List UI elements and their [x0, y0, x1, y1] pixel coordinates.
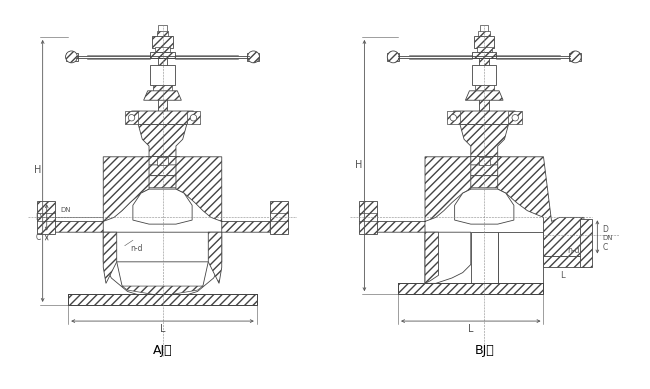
Text: H: H: [34, 165, 41, 175]
Bar: [508, 111, 522, 124]
Circle shape: [248, 51, 259, 63]
Bar: [478, 31, 490, 37]
Text: C: C: [36, 233, 41, 242]
Polygon shape: [176, 157, 270, 232]
Text: n-d: n-d: [130, 244, 143, 253]
Polygon shape: [425, 232, 471, 283]
Bar: [152, 37, 173, 48]
Bar: [66, 53, 77, 61]
Polygon shape: [103, 232, 222, 300]
Polygon shape: [468, 176, 500, 188]
Polygon shape: [454, 189, 514, 224]
Polygon shape: [146, 176, 179, 188]
Bar: [474, 85, 494, 91]
Bar: [472, 65, 497, 86]
Polygon shape: [138, 124, 187, 157]
Text: L: L: [160, 324, 165, 334]
Bar: [159, 25, 166, 32]
Bar: [187, 111, 200, 124]
Text: D: D: [603, 225, 608, 234]
Polygon shape: [208, 232, 222, 283]
Polygon shape: [144, 91, 181, 100]
Bar: [474, 37, 495, 48]
Polygon shape: [469, 165, 499, 176]
Text: L: L: [468, 324, 474, 334]
Text: BJ型: BJ型: [474, 344, 494, 357]
Polygon shape: [148, 165, 177, 176]
Polygon shape: [453, 111, 515, 124]
Bar: [125, 111, 138, 124]
Polygon shape: [117, 262, 208, 294]
Bar: [155, 47, 170, 52]
Bar: [150, 65, 175, 86]
Bar: [248, 53, 259, 61]
Polygon shape: [498, 157, 584, 256]
Bar: [359, 201, 376, 233]
Text: D: D: [35, 213, 41, 222]
Bar: [447, 111, 460, 124]
Bar: [153, 85, 172, 91]
Bar: [398, 283, 543, 294]
Circle shape: [512, 114, 519, 121]
Circle shape: [387, 51, 399, 63]
Bar: [387, 53, 399, 61]
Bar: [270, 201, 288, 233]
Bar: [479, 157, 489, 165]
Bar: [580, 219, 592, 267]
Text: C: C: [603, 242, 608, 252]
Text: n-d: n-d: [567, 246, 580, 255]
Polygon shape: [103, 232, 117, 283]
Polygon shape: [460, 124, 508, 157]
Polygon shape: [425, 232, 439, 283]
Polygon shape: [376, 157, 471, 232]
Bar: [569, 53, 581, 61]
Text: DN: DN: [603, 235, 613, 240]
Bar: [468, 156, 500, 165]
Circle shape: [190, 114, 197, 121]
Text: DN: DN: [60, 207, 71, 213]
Bar: [37, 201, 55, 233]
Bar: [146, 156, 179, 165]
Circle shape: [128, 114, 135, 121]
Polygon shape: [465, 91, 503, 100]
Text: H: H: [356, 160, 363, 170]
Bar: [480, 25, 488, 32]
Bar: [157, 31, 168, 37]
Bar: [543, 256, 584, 267]
Polygon shape: [55, 157, 149, 232]
Polygon shape: [133, 189, 192, 224]
Text: AJ型: AJ型: [153, 344, 172, 357]
Polygon shape: [471, 232, 498, 283]
Circle shape: [450, 114, 456, 121]
Polygon shape: [498, 232, 543, 283]
Bar: [68, 294, 257, 305]
Bar: [157, 157, 168, 165]
Bar: [476, 47, 492, 52]
Bar: [480, 58, 489, 127]
Bar: [472, 52, 497, 58]
Polygon shape: [122, 286, 203, 296]
Bar: [158, 58, 167, 127]
Text: L: L: [560, 271, 565, 280]
Circle shape: [569, 51, 581, 63]
Bar: [150, 52, 175, 58]
Polygon shape: [131, 111, 194, 124]
Circle shape: [66, 51, 77, 63]
